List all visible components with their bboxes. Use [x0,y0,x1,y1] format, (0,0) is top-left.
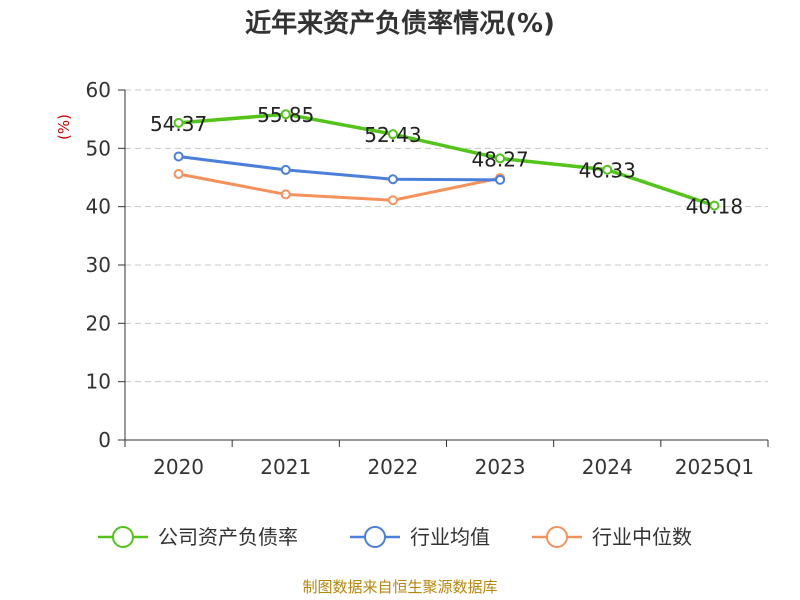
data-labels: 54.37 55.85 52.43 48.27 46.33 40.18 [150,103,743,218]
data-label: 48.27 [471,147,528,171]
legend-marker [112,526,134,548]
series-layer [173,109,720,211]
series-line [176,112,717,208]
x-tick-label: 2024 [582,455,633,479]
data-point [173,169,184,179]
x-tick-label: 2025Q1 [675,455,754,479]
data-label: 46.33 [579,159,636,183]
x-tick-label: 2021 [260,455,311,479]
legend-label: 行业均值 [410,525,490,549]
source-note: 制图数据来自恒生聚源数据库 [302,578,497,596]
legend-marker [364,526,386,548]
data-point [387,129,398,140]
legend-item-0: 公司资产负债率 [98,525,298,549]
y-tick-label: 20 [86,311,111,335]
series-1 [173,151,506,185]
x-axis-ticks: 2020 2021 2022 2023 2024 2025Q1 [124,440,769,479]
grid-lines [125,89,768,383]
series-line [177,155,502,182]
legend-marker [546,526,568,548]
x-tick-label: 2023 [475,455,526,479]
legend-label: 公司资产负债率 [158,525,298,549]
legend-item-2: 行业中位数 [532,525,692,549]
data-point [709,200,720,211]
series-line [177,172,502,202]
legend: 公司资产负债率 行业均值 行业中位数 [98,525,692,549]
y-tick-label: 10 [86,370,111,394]
y-axis-unit-label: (%) [55,114,73,140]
chart-title: 近年来资产负债率情况(%) [245,8,555,39]
data-point [280,109,291,120]
data-point [280,189,291,200]
data-point [602,164,613,175]
data-point [495,153,506,164]
y-tick-label: 50 [86,136,111,160]
data-point [173,151,184,162]
data-label: 52.43 [364,123,421,147]
data-point [495,174,506,185]
data-point [387,195,398,206]
y-tick-label: 40 [86,195,111,219]
series-0 [173,109,720,211]
data-point [280,164,291,175]
legend-label: 行业中位数 [592,525,692,549]
y-axis-ticks: 0 10 20 30 40 50 60 [86,78,125,452]
data-label: 54.37 [150,112,207,136]
y-tick-label: 0 [98,428,111,452]
legend-item-1: 行业均值 [350,525,490,549]
y-tick-label: 60 [86,78,111,102]
data-label: 55.85 [257,103,314,127]
data-point [173,117,184,128]
data-point [387,174,398,185]
data-label: 40.18 [686,195,743,219]
y-tick-label: 30 [86,253,111,277]
x-tick-label: 2022 [367,455,418,479]
x-tick-label: 2020 [153,455,204,479]
